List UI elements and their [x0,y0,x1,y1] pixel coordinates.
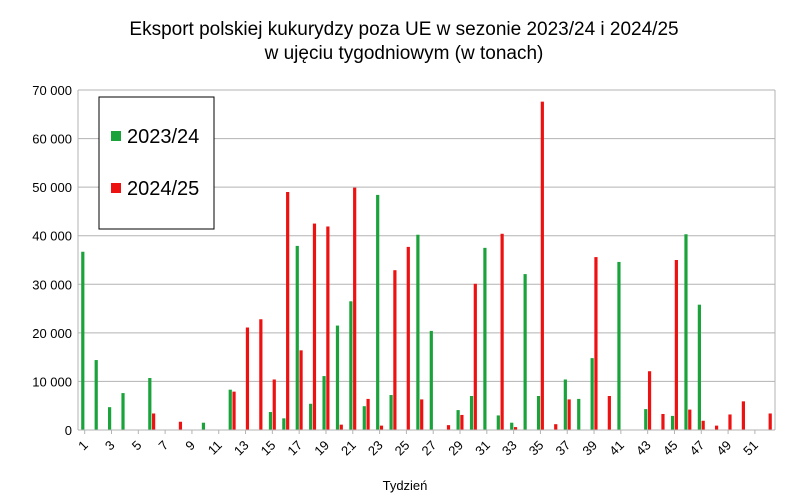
bar-2024-25-week-25 [406,246,410,430]
bar-2023-24-week-43 [644,409,648,430]
bar-2024-25-week-21 [353,187,357,430]
chart-subtitle: w ujęciu tygodniowym (w tonach) [264,43,544,64]
legend-swatch-2024-25 [111,183,121,193]
bar-2024-25-week-48 [714,425,719,430]
y-tick-label: 30 000 [32,277,72,292]
bar-2023-24-week-19 [322,376,326,430]
bar-2023-24-week-6 [148,378,152,430]
y-tick-label: 20 000 [32,326,72,341]
bar-2023-24-week-17 [295,245,299,430]
legend-label-2024-25: 2024/25 [127,178,199,200]
bar-2024-25-week-29 [460,414,464,430]
bar-2023-24-week-4 [121,393,125,430]
y-tick-label: 50 000 [32,180,72,195]
chart-title: Eksport polskiej kukurydzy poza UE w sez… [129,19,678,40]
bar-2023-24-week-46 [684,234,688,430]
bar-2024-25-week-33 [513,427,518,430]
bar-2023-24-week-39 [590,358,594,430]
bar-2023-24-week-15 [268,412,273,430]
y-tick-label: 0 [65,423,72,438]
bar-2023-24-week-38 [577,398,581,430]
bar-2024-25-week-40 [607,396,611,430]
bar-2024-25-week-49 [728,414,732,430]
y-tick-label: 60 000 [32,132,72,147]
bar-2023-24-week-16 [282,418,286,430]
bar-2024-25-week-18 [312,223,317,430]
bar-2023-24-week-24 [389,395,393,430]
bar-2023-24-week-34 [523,274,527,430]
bar-2023-24-week-27 [429,330,433,430]
bar-2024-25-week-20 [339,424,343,430]
bar-2024-25-week-37 [567,399,571,430]
bar-2024-25-week-26 [420,399,424,430]
bar-2023-24-week-20 [335,325,340,430]
bar-2024-25-week-44 [661,413,665,430]
bar-2023-24-week-12 [228,389,232,430]
bar-2023-24-week-32 [496,415,500,430]
bar-2024-25-week-47 [701,420,705,430]
bar-2023-24-week-23 [376,194,380,430]
bar-2023-24-week-3 [108,407,112,430]
bar-2023-24-week-18 [309,403,313,430]
bars [81,101,772,431]
bar-2024-25-week-45 [674,260,678,430]
bar-2023-24-week-33 [510,422,514,430]
legend: 2023/24 2024/25 [98,96,215,230]
legend-swatch-2023-24 [111,131,121,141]
x-axis-label: Tydzień [383,478,428,493]
legend-box [98,96,215,230]
bar-2023-24-week-22 [362,406,366,430]
bar-2024-25-week-32 [500,233,504,430]
y-tick-label: 10 000 [32,374,72,389]
bar-2023-24-week-1 [81,251,85,430]
bar-2024-25-week-14 [259,319,263,430]
bar-2024-25-week-12 [232,391,236,430]
bar-2024-25-week-39 [594,257,598,430]
y-tick-label: 40 000 [32,229,72,244]
bar-2024-25-week-8 [178,421,183,430]
bar-2024-25-week-52 [768,413,772,430]
bar-2023-24-week-2 [94,360,98,430]
bar-2024-25-week-23 [379,425,384,430]
bar-2023-24-week-37 [563,379,567,430]
bar-2024-25-week-22 [366,398,370,430]
bar-2024-25-week-24 [393,270,397,430]
bar-2024-25-week-46 [688,409,692,430]
bar-2023-24-week-10 [201,422,206,430]
bar-2024-25-week-28 [446,425,451,430]
bar-2024-25-week-35 [540,101,544,431]
bar-2024-25-week-19 [326,226,330,430]
bar-2023-24-week-26 [416,234,420,430]
bar-2024-25-week-16 [286,192,290,430]
bar-2024-25-week-50 [741,401,745,430]
bar-2024-25-week-43 [647,371,652,430]
bar-2023-24-week-21 [349,301,353,430]
bar-2024-25-week-6 [152,413,156,430]
bar-2024-25-week-36 [554,424,558,430]
bar-2024-25-week-30 [473,283,477,430]
bar-2024-25-week-17 [299,350,303,430]
bar-2023-24-week-29 [456,410,460,430]
bar-2023-24-week-45 [670,415,675,430]
bar-2023-24-week-35 [536,396,541,430]
y-axis-tick-labels: 0 10 000 20 000 30 000 40 000 50 000 60 000 70 … [32,83,72,438]
bar-2023-24-week-47 [697,304,701,430]
bar-2024-25-week-13 [245,327,250,430]
bar-2023-24-week-41 [617,261,621,430]
legend-label-2023-24: 2023/24 [127,126,199,148]
bar-2023-24-week-31 [483,247,487,430]
y-tick-label: 70 000 [32,83,72,98]
bar-2023-24-week-30 [469,396,474,430]
bar-2024-25-week-15 [272,379,276,430]
